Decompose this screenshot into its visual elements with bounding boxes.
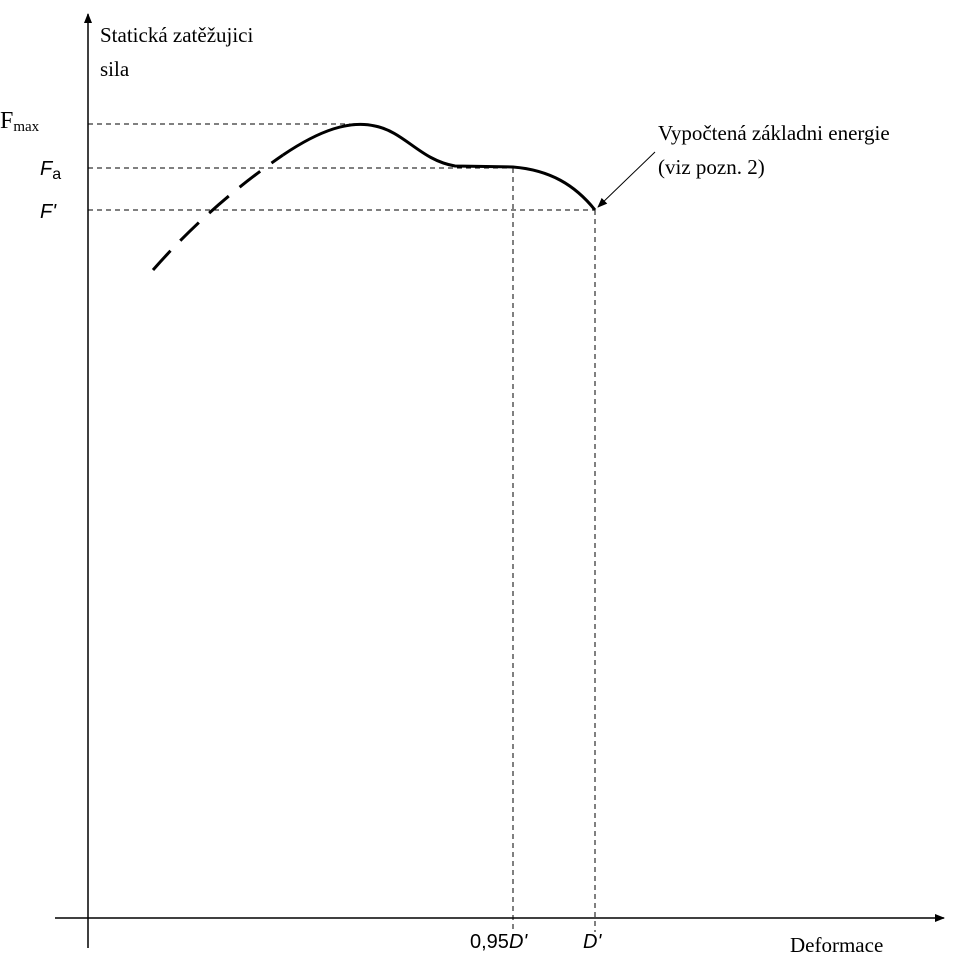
- y-axis-label: sila: [100, 57, 130, 81]
- symbol: F: [0, 108, 13, 134]
- level-label: Fa: [40, 158, 61, 183]
- annotation-arrow: [597, 151, 656, 208]
- annotation: (viz pozn. 2): [658, 155, 765, 179]
- level-label: F': [40, 201, 57, 223]
- x-axis-label: Deformace: [790, 933, 883, 957]
- curve: [282, 122, 597, 211]
- level-label: Fmax: [0, 108, 40, 135]
- symbol: D': [509, 931, 528, 953]
- symbol: F: [40, 158, 54, 180]
- annotation: Vypočtená základni energie: [658, 121, 890, 145]
- position-label: 0,95D': [470, 931, 528, 953]
- y-axis-label: Statická zatěžujici: [100, 23, 254, 47]
- curve-dashed: [151, 153, 284, 271]
- subscript: max: [13, 119, 39, 135]
- position-label: D': [583, 931, 602, 953]
- subscript: a: [52, 166, 61, 183]
- number: 0,95: [470, 931, 509, 953]
